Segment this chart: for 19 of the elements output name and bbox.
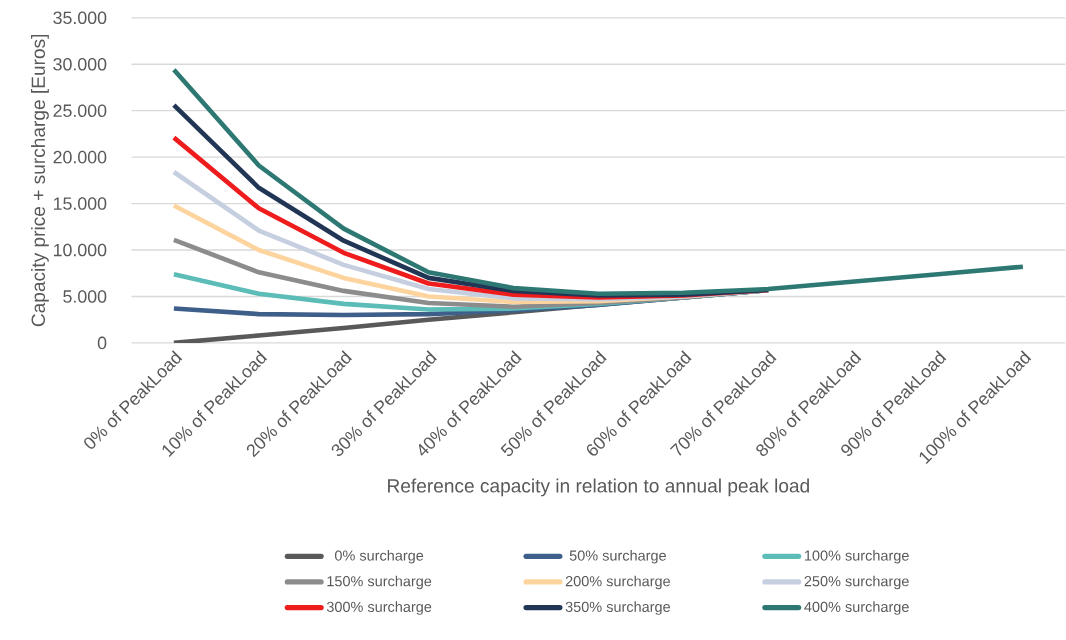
legend-label: 100% surcharge [804,549,909,564]
y-tick-label: 15.000 [53,197,107,210]
y-tick-label: 0 [97,336,107,350]
y-tick-label: 20.000 [53,150,107,164]
legend-label: 150% surcharge [327,575,432,589]
legend-label: 250% surcharge [804,575,909,589]
x-axis-title: Reference capacity in relation to annual peak load [388,478,809,497]
legend-label: 350% surcharge [565,601,670,615]
legend-label: 400% surcharge [804,601,909,615]
legend-label: 200% surcharge [565,575,670,589]
y-axis-title: Capacity price + surcharge [Euros] [31,34,49,326]
y-tick-label: 10.000 [53,243,107,257]
legend-label: 0% surcharge [334,549,424,564]
legend-label: 300% surcharge [326,601,432,615]
y-tick-label: 35.000 [53,11,107,24]
legend-label: 50% surcharge [569,549,666,564]
y-tick-label: 25.000 [53,104,107,117]
y-tick-label: 30.000 [53,57,107,71]
y-tick-label: 5.000 [63,289,107,303]
